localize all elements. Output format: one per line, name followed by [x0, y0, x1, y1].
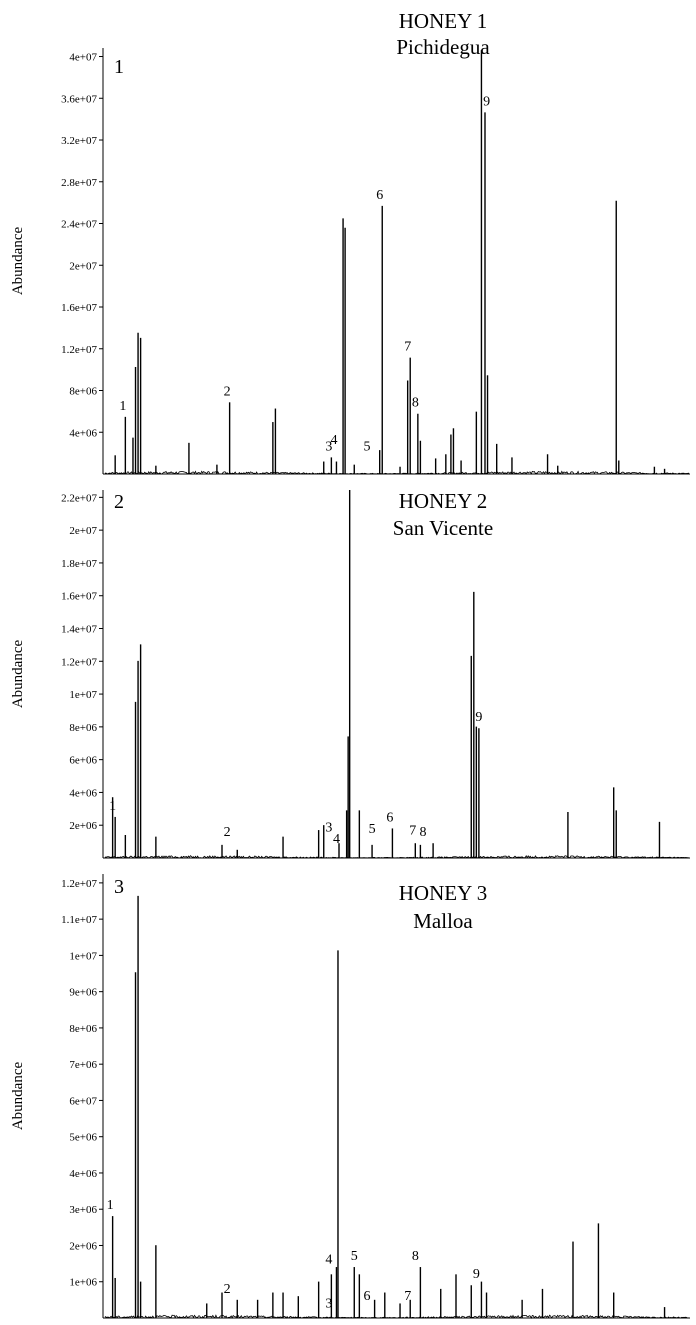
y-axis-label: Abundance	[10, 640, 26, 709]
peak-annotation: 1	[107, 1198, 114, 1213]
peak-annotation: 8	[412, 396, 419, 411]
y-tick-label: 2e+07	[69, 525, 97, 537]
y-tick-label: 7e+06	[69, 1059, 97, 1071]
panel-number: 1	[114, 56, 124, 78]
y-tick-label: 1.2e+07	[61, 344, 97, 356]
y-tick-label: 6e+06	[69, 755, 97, 767]
peak-annotation: 4	[333, 832, 340, 847]
chart-subtitle: San Vicente	[393, 516, 493, 540]
y-tick-label: 4e+06	[69, 1168, 97, 1180]
y-tick-label: 2.2e+07	[61, 492, 97, 504]
y-tick-label: 8e+06	[69, 386, 97, 398]
peak-annotation: 9	[473, 1267, 480, 1282]
y-axis-label: Abundance	[10, 227, 26, 296]
chart-title: HONEY 2	[399, 489, 487, 513]
peak-annotation: 9	[475, 710, 482, 725]
peak-annotation: 1	[109, 799, 116, 814]
y-tick-label: 1.6e+07	[61, 591, 97, 603]
y-tick-label: 2e+07	[69, 260, 97, 272]
y-tick-label: 5e+06	[69, 1132, 97, 1144]
y-tick-label: 1.2e+07	[61, 656, 97, 668]
y-tick-label: 1e+07	[69, 689, 97, 701]
chart-subtitle: Malloa	[413, 909, 473, 933]
peak-annotation: 5	[369, 822, 376, 837]
peak-annotation: 6	[364, 1289, 371, 1304]
y-tick-label: 4e+06	[69, 787, 97, 799]
panel-number: 2	[114, 491, 124, 513]
chart-subtitle: Pichidegua	[396, 35, 490, 59]
panel-number: 3	[114, 876, 124, 898]
peak-annotation: 3	[325, 1296, 332, 1311]
y-tick-label: 3e+06	[69, 1204, 97, 1216]
peak-annotation: 1	[119, 399, 126, 414]
y-tick-label: 6e+07	[69, 1095, 97, 1107]
y-tick-label: 1.4e+07	[61, 624, 97, 636]
peak-annotation: 5	[351, 1249, 358, 1264]
peak-annotation: 3	[325, 439, 332, 454]
chart-title: HONEY 3	[399, 881, 487, 905]
y-tick-label: 1.2e+07	[61, 878, 97, 890]
y-tick-label: 4e+06	[69, 427, 97, 439]
y-tick-label: 1.8e+07	[61, 558, 97, 570]
peak-annotation: 5	[364, 439, 371, 454]
peak-annotation: 9	[483, 94, 490, 109]
peak-annotation: 2	[224, 1282, 231, 1297]
panel-honey-2: 2e+06 4e+06 6e+06 8e+06 1e+07 1.2e+07 1.4e+07 1…	[10, 489, 690, 859]
peak-annotation: 4	[325, 1253, 332, 1268]
peak-annotation: 8	[419, 825, 426, 840]
y-tick-label: 2e+06	[69, 1240, 97, 1252]
baseline-trace	[104, 470, 690, 475]
y-tick-label: 1.6e+07	[61, 302, 97, 314]
panel-honey-1: 4e+06 8e+06 1.2e+07 1.6e+07 2e+07 2.4e+07 2.8e…	[10, 9, 690, 475]
y-tick-label: 3.2e+07	[61, 135, 97, 147]
y-tick-label: 2e+06	[69, 820, 97, 832]
y-tick-label: 8e+06	[69, 1023, 97, 1035]
peak-annotation: 8	[412, 1249, 419, 1264]
peak-annotation: 7	[404, 340, 411, 355]
y-tick-label: 3.6e+07	[61, 93, 97, 105]
peak-annotation: 7	[404, 1289, 411, 1304]
peak-annotation: 7	[409, 824, 416, 839]
y-tick-label: 1.1e+07	[61, 914, 97, 926]
y-tick-label: 1e+06	[69, 1277, 97, 1289]
y-axis-label: Abundance	[10, 1062, 26, 1131]
y-tick-label: 1e+07	[69, 950, 97, 962]
peak-annotation: 3	[325, 820, 332, 835]
y-tick-label: 8e+06	[69, 722, 97, 734]
y-tick-label: 2.4e+07	[61, 219, 97, 231]
peak-annotation: 2	[224, 825, 231, 840]
y-tick-label: 4e+07	[69, 52, 97, 64]
peak-annotation: 6	[386, 810, 393, 825]
baseline-trace	[104, 1314, 690, 1319]
peak-annotation: 6	[376, 188, 383, 203]
peak-annotation: 4	[330, 433, 337, 448]
baseline-trace	[104, 854, 690, 859]
y-tick-label: 2.8e+07	[61, 177, 97, 189]
y-tick-label: 9e+06	[69, 987, 97, 999]
chart-title: HONEY 1	[399, 9, 487, 33]
peak-annotation: 2	[224, 384, 231, 399]
panel-honey-3: 1e+06 2e+06 3e+06 4e+06 5e+06 6e+07 7e+06 8e+06…	[10, 874, 690, 1319]
